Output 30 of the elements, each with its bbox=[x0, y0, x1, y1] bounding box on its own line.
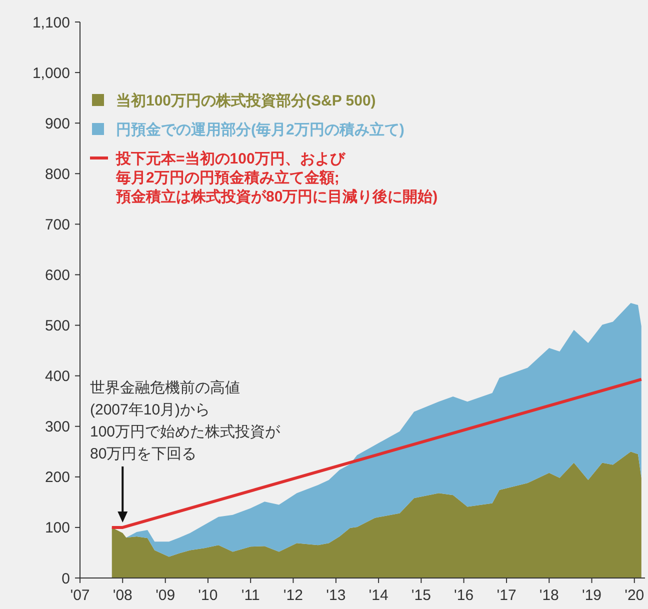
x-tick-label: '19 bbox=[582, 587, 602, 604]
x-tick-label: '18 bbox=[539, 587, 559, 604]
y-tick-label: 1,100 bbox=[32, 14, 70, 32]
y-tick-label: 100 bbox=[44, 520, 70, 537]
y-tick-label: 600 bbox=[44, 266, 70, 284]
y-tick-label: 400 bbox=[44, 368, 70, 386]
x-tick-label: '12 bbox=[283, 587, 303, 604]
y-tick-label: 900 bbox=[44, 115, 70, 132]
legend-label: 円預金での運用部分(毎月2万円の積み立て) bbox=[116, 120, 404, 138]
x-tick-label: '11 bbox=[241, 587, 260, 604]
y-tick-label: 1,000 bbox=[32, 64, 70, 82]
x-tick-label: '20 bbox=[624, 587, 644, 604]
x-tick-label: '13 bbox=[326, 587, 346, 604]
legend-label: 投下元本=当初の100万円、および毎月2万円の円預金積み立て金額;預金積立は株式投資が80万円に目減り後に開始) bbox=[115, 149, 438, 206]
y-tick-label: 800 bbox=[44, 166, 70, 183]
x-tick-label: '10 bbox=[198, 587, 218, 604]
annotation: 世界金融危機前の高値(2007年10月)から100万円で始めた株式投資が80万円を下回る bbox=[90, 379, 282, 462]
y-tick-label: 300 bbox=[44, 418, 70, 436]
x-tick-label: '14 bbox=[368, 587, 388, 604]
x-tick-label: '16 bbox=[454, 587, 474, 604]
x-tick-label: '17 bbox=[496, 587, 516, 604]
x-tick-label: '15 bbox=[411, 587, 431, 604]
x-tick-label: '07 bbox=[70, 587, 90, 604]
y-tick-label: 200 bbox=[44, 469, 70, 486]
x-tick-label: '09 bbox=[156, 587, 176, 604]
y-tick-label: 0 bbox=[62, 570, 70, 588]
y-tick-label: 700 bbox=[44, 216, 70, 234]
y-tick-label: 500 bbox=[44, 318, 70, 335]
x-tick-label: '08 bbox=[112, 587, 132, 604]
legend-label: 当初100万円の株式投資部分(S&P 500) bbox=[116, 91, 376, 110]
